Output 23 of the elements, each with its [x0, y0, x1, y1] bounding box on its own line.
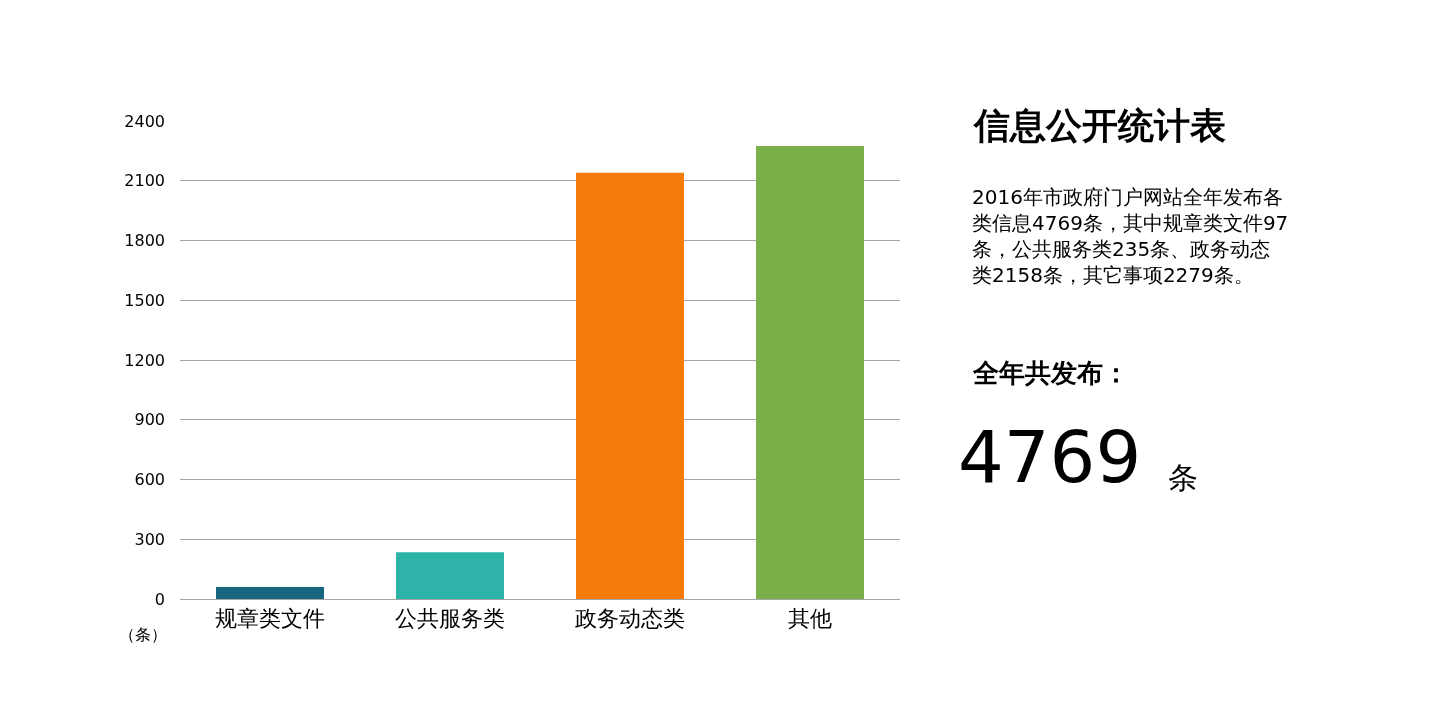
- bar: [576, 172, 684, 599]
- text: 信息公开统计表: [972, 105, 1226, 146]
- x-tick-label: 政务动态类: [575, 606, 685, 632]
- y-tick-label: 1800: [124, 231, 165, 251]
- text: 2016年市政府门户网站全年发布各类信息4769条，其中规章类文件97条，公共服务类235条、政务动态类2158条，其它事项2279条。: [972, 185, 1289, 287]
- x-tick-label: 其他: [788, 606, 832, 632]
- x-tick-label: 规章类文件: [215, 606, 325, 632]
- y-tick-label: 1500: [124, 290, 165, 310]
- y-tick-label: 600: [134, 470, 165, 490]
- y-tick-label: 1200: [124, 350, 165, 370]
- y-tick-label: 0: [154, 589, 165, 609]
- bar: [216, 587, 324, 599]
- bar: [756, 145, 864, 599]
- text: 4769: [958, 415, 1142, 499]
- x-tick-label: 公共服务类: [395, 606, 505, 632]
- text: 全年共发布：: [972, 358, 1129, 388]
- text: 条: [1168, 460, 1198, 495]
- bar: [396, 552, 504, 599]
- y-tick-label: 900: [134, 410, 165, 430]
- y-tick-label: 300: [134, 529, 165, 549]
- y-tick-label: 2100: [124, 171, 165, 191]
- y-axis-title: （条）: [119, 625, 167, 644]
- y-tick-label: 2400: [124, 111, 165, 131]
